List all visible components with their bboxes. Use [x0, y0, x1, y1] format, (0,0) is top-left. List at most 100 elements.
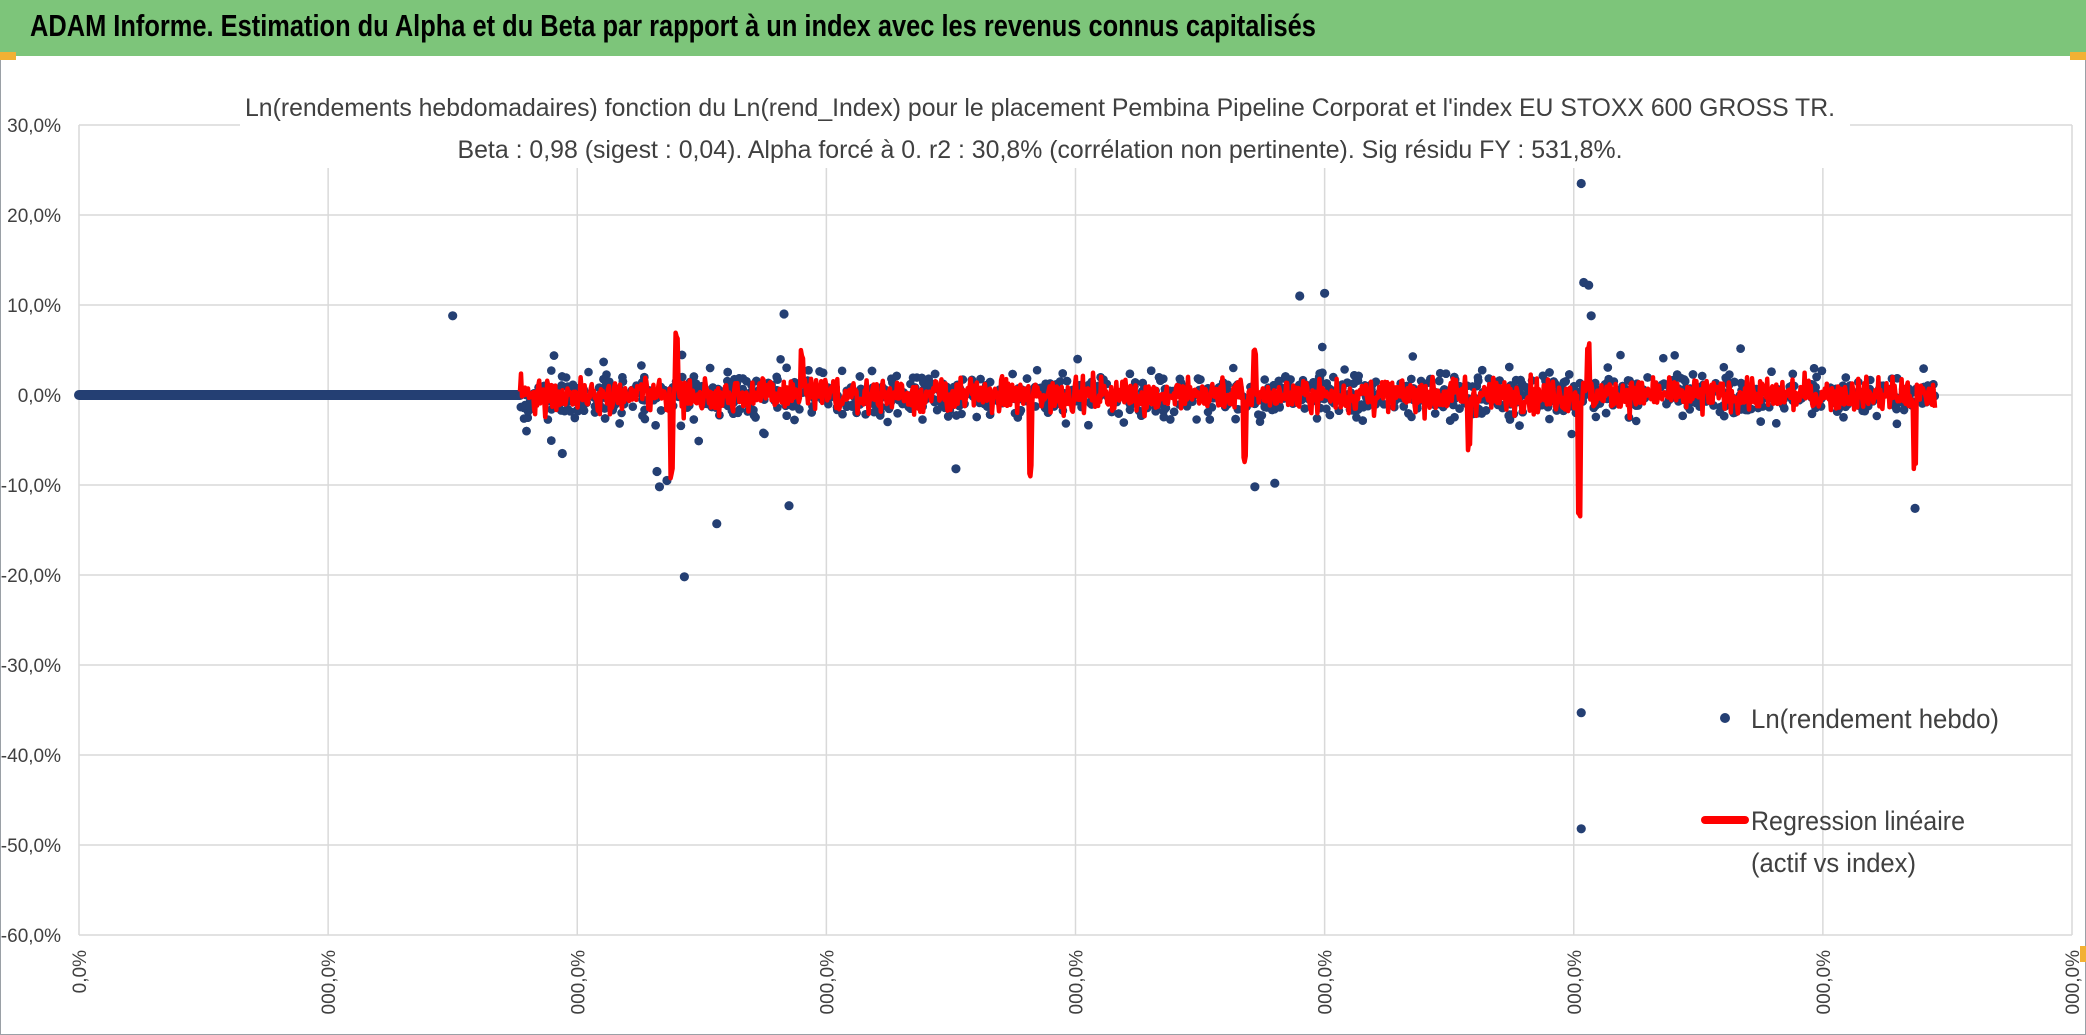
data-point: [1434, 376, 1444, 386]
data-point: [1159, 412, 1169, 422]
data-point: [1407, 374, 1416, 384]
x-tick-label: 000,0%: [1565, 950, 1586, 1015]
data-point: [1231, 414, 1240, 424]
data-point: [776, 355, 785, 364]
chart-subtitle: Beta : 0,98 (sigest : 0,04). Alpha forcé…: [458, 136, 1623, 164]
data-point: [918, 415, 927, 424]
data-point: [943, 412, 953, 421]
data-point: [705, 363, 715, 373]
legend-label-regression: Regression linéaire (actif vs index): [1751, 806, 1973, 878]
data-point: [1416, 376, 1426, 386]
data-point: [615, 419, 624, 428]
data-point: [1780, 404, 1789, 413]
y-tick-label: 30,0%: [7, 116, 61, 137]
data-point: [1839, 413, 1848, 422]
data-point: [1008, 369, 1017, 379]
gridlines: [78, 124, 2073, 936]
data-point: [1919, 364, 1928, 373]
data-point: [1545, 414, 1554, 424]
data-point: [1312, 414, 1322, 423]
y-tick-label: -60,0%: [1, 926, 61, 947]
y-tick-label: -50,0%: [1, 836, 61, 857]
data-point: [522, 426, 531, 436]
data-point: [742, 377, 751, 386]
data-point: [618, 373, 627, 382]
data-point: [691, 379, 701, 389]
data-point: [1719, 411, 1729, 421]
data-point: [1408, 352, 1418, 361]
data-point: [1358, 416, 1367, 425]
data-point: [584, 367, 593, 377]
data-point-outlier: [1295, 291, 1305, 301]
data-point: [637, 361, 646, 370]
data-point: [749, 411, 759, 420]
data-point: [549, 351, 559, 360]
data-point: [1505, 362, 1514, 372]
data-point: [1736, 344, 1745, 353]
report-banner: ADAM Informe. Estimation du Alpha et du …: [0, 0, 2086, 56]
data-point: [1058, 369, 1067, 378]
data-point: [1697, 371, 1707, 381]
x-tick-label: 000,0%: [2063, 950, 2084, 1015]
x-tick-label: 0,0%: [70, 950, 91, 993]
data-point: [676, 421, 686, 431]
data-point: [1788, 369, 1798, 379]
data-point-outlier: [951, 464, 961, 474]
data-point: [570, 413, 580, 423]
data-point-outlier: [1576, 824, 1586, 834]
data-point: [1353, 376, 1363, 385]
y-tick-label: 0,0%: [18, 386, 61, 407]
data-point-outlier: [654, 482, 665, 492]
legend-label-points: Ln(rendement hebdo): [1751, 704, 1999, 734]
data-point-outlier: [1250, 482, 1260, 492]
x-tick-label: 000,0%: [817, 950, 838, 1015]
data-point: [855, 372, 865, 381]
data-point: [1477, 409, 1487, 418]
data-point: [628, 402, 638, 412]
data-point: [1601, 408, 1611, 418]
data-point: [1515, 421, 1524, 430]
x-tick-label: 000,0%: [568, 950, 589, 1015]
data-point: [1146, 366, 1156, 376]
data-point: [1084, 420, 1093, 430]
data-point: [1441, 369, 1451, 379]
data-point: [689, 415, 699, 424]
data-point: [1561, 377, 1570, 386]
data-point: [1631, 416, 1641, 426]
data-point-outlier: [784, 501, 794, 511]
data-point: [1022, 374, 1032, 383]
data-point: [1807, 409, 1817, 419]
data-point: [1156, 376, 1165, 386]
data-point: [1175, 374, 1185, 384]
report-title: ADAM Informe. Estimation du Alpha et du …: [30, 8, 1316, 43]
data-point-outlier: [779, 309, 789, 319]
legend-label-regression-line1: Regression linéaire: [1751, 806, 1965, 836]
y-axis-tick-labels: 30,0% 20,0% 10,0% 0,0% -10,0% -20,0% -30,0% -40…: [1, 116, 61, 947]
data-point-outlier: [557, 448, 567, 459]
data-point: [772, 372, 781, 382]
data-point-outlier: [1576, 708, 1586, 718]
data-point: [815, 367, 824, 376]
data-point-outlier: [652, 466, 662, 477]
chart-title: Ln(rendements hebdomadaires) fonction du…: [245, 94, 1835, 122]
data-point: [1318, 342, 1327, 352]
data-point: [557, 372, 567, 381]
data-point: [759, 428, 768, 438]
data-point: [1125, 369, 1135, 379]
data-point: [1474, 376, 1483, 386]
data-point: [1205, 415, 1215, 424]
series-points: [74, 178, 1939, 834]
corner-marker-bottom-right: [2080, 946, 2086, 962]
y-tick-label: 20,0%: [7, 206, 61, 227]
x-tick-label: 000,0%: [1067, 950, 1088, 1015]
data-point: [1229, 363, 1238, 373]
data-point: [892, 371, 901, 381]
data-point: [782, 363, 791, 373]
data-point: [972, 412, 981, 422]
data-point: [1257, 411, 1267, 420]
data-point-outlier: [712, 519, 722, 529]
data-point: [883, 417, 892, 427]
data-point: [1892, 419, 1902, 429]
data-point-outlier: [1584, 280, 1594, 290]
data-point-outlier: [1910, 503, 1920, 513]
